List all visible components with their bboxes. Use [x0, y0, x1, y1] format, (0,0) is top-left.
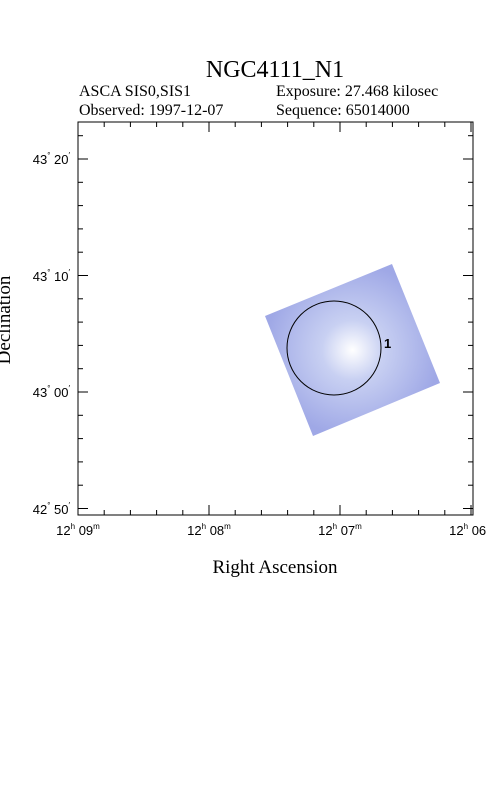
tick-label: 12h 08m: [187, 522, 231, 538]
tick-number: 06: [468, 523, 486, 538]
tick-number: 08: [206, 523, 224, 538]
y-axis-label: Declination: [0, 275, 15, 364]
tick-label: 42° 50′: [33, 501, 71, 517]
tick-number: 12: [318, 523, 332, 538]
tick-number: 12: [56, 523, 70, 538]
tick-label: 43° 20′: [33, 151, 71, 167]
tick-unit: h: [464, 522, 468, 531]
tick-unit: °: [47, 501, 50, 510]
tick-label: 12h 09m: [56, 522, 100, 538]
tick-number: 42: [33, 502, 47, 517]
tick-number: 12: [187, 523, 201, 538]
tick-unit: h: [71, 522, 75, 531]
tick-number: 00: [50, 385, 68, 400]
region-label: 1: [384, 336, 391, 351]
tick-number: 43: [33, 385, 47, 400]
plot-frame: [77, 121, 474, 516]
sequence: Sequence: 65014000: [276, 102, 410, 119]
title: NGC4111_N1: [206, 57, 344, 83]
tick-number: 09: [75, 523, 93, 538]
tick-number: 20: [50, 152, 68, 167]
tick-unit: ′: [69, 268, 71, 277]
tick-unit: h: [333, 522, 337, 531]
tick-label: 12h 07m: [318, 522, 362, 538]
tick-unit: °: [47, 151, 50, 160]
tick-unit: m: [93, 522, 100, 531]
tick-label: 43° 00′: [33, 384, 71, 400]
tick-unit: ′: [69, 151, 71, 160]
tick-number: 10: [50, 269, 68, 284]
image-field: [265, 264, 440, 436]
tick-label: 12h 06m: [449, 522, 486, 538]
tick-number: 50: [50, 502, 68, 517]
tick-unit: m: [355, 522, 362, 531]
tick-unit: °: [47, 268, 50, 277]
axis-ticks: [77, 122, 473, 515]
tick-number: 12: [449, 523, 463, 538]
tick-unit: °: [47, 384, 50, 393]
observed: Observed: 1997-12-07: [79, 102, 223, 119]
tick-unit: ′: [69, 501, 71, 510]
x-axis-label: Right Ascension: [212, 557, 338, 578]
source-region: [286, 300, 382, 396]
exposure: Exposure: 27.468 kilosec: [276, 83, 438, 100]
tick-number: 43: [33, 269, 47, 284]
tick-unit: h: [202, 522, 206, 531]
instrument: ASCA SIS0,SIS1: [79, 83, 191, 100]
tick-label: 43° 10′: [33, 268, 71, 284]
tick-number: 07: [337, 523, 355, 538]
tick-number: 43: [33, 152, 47, 167]
tick-unit: m: [224, 522, 231, 531]
tick-unit: ′: [69, 384, 71, 393]
